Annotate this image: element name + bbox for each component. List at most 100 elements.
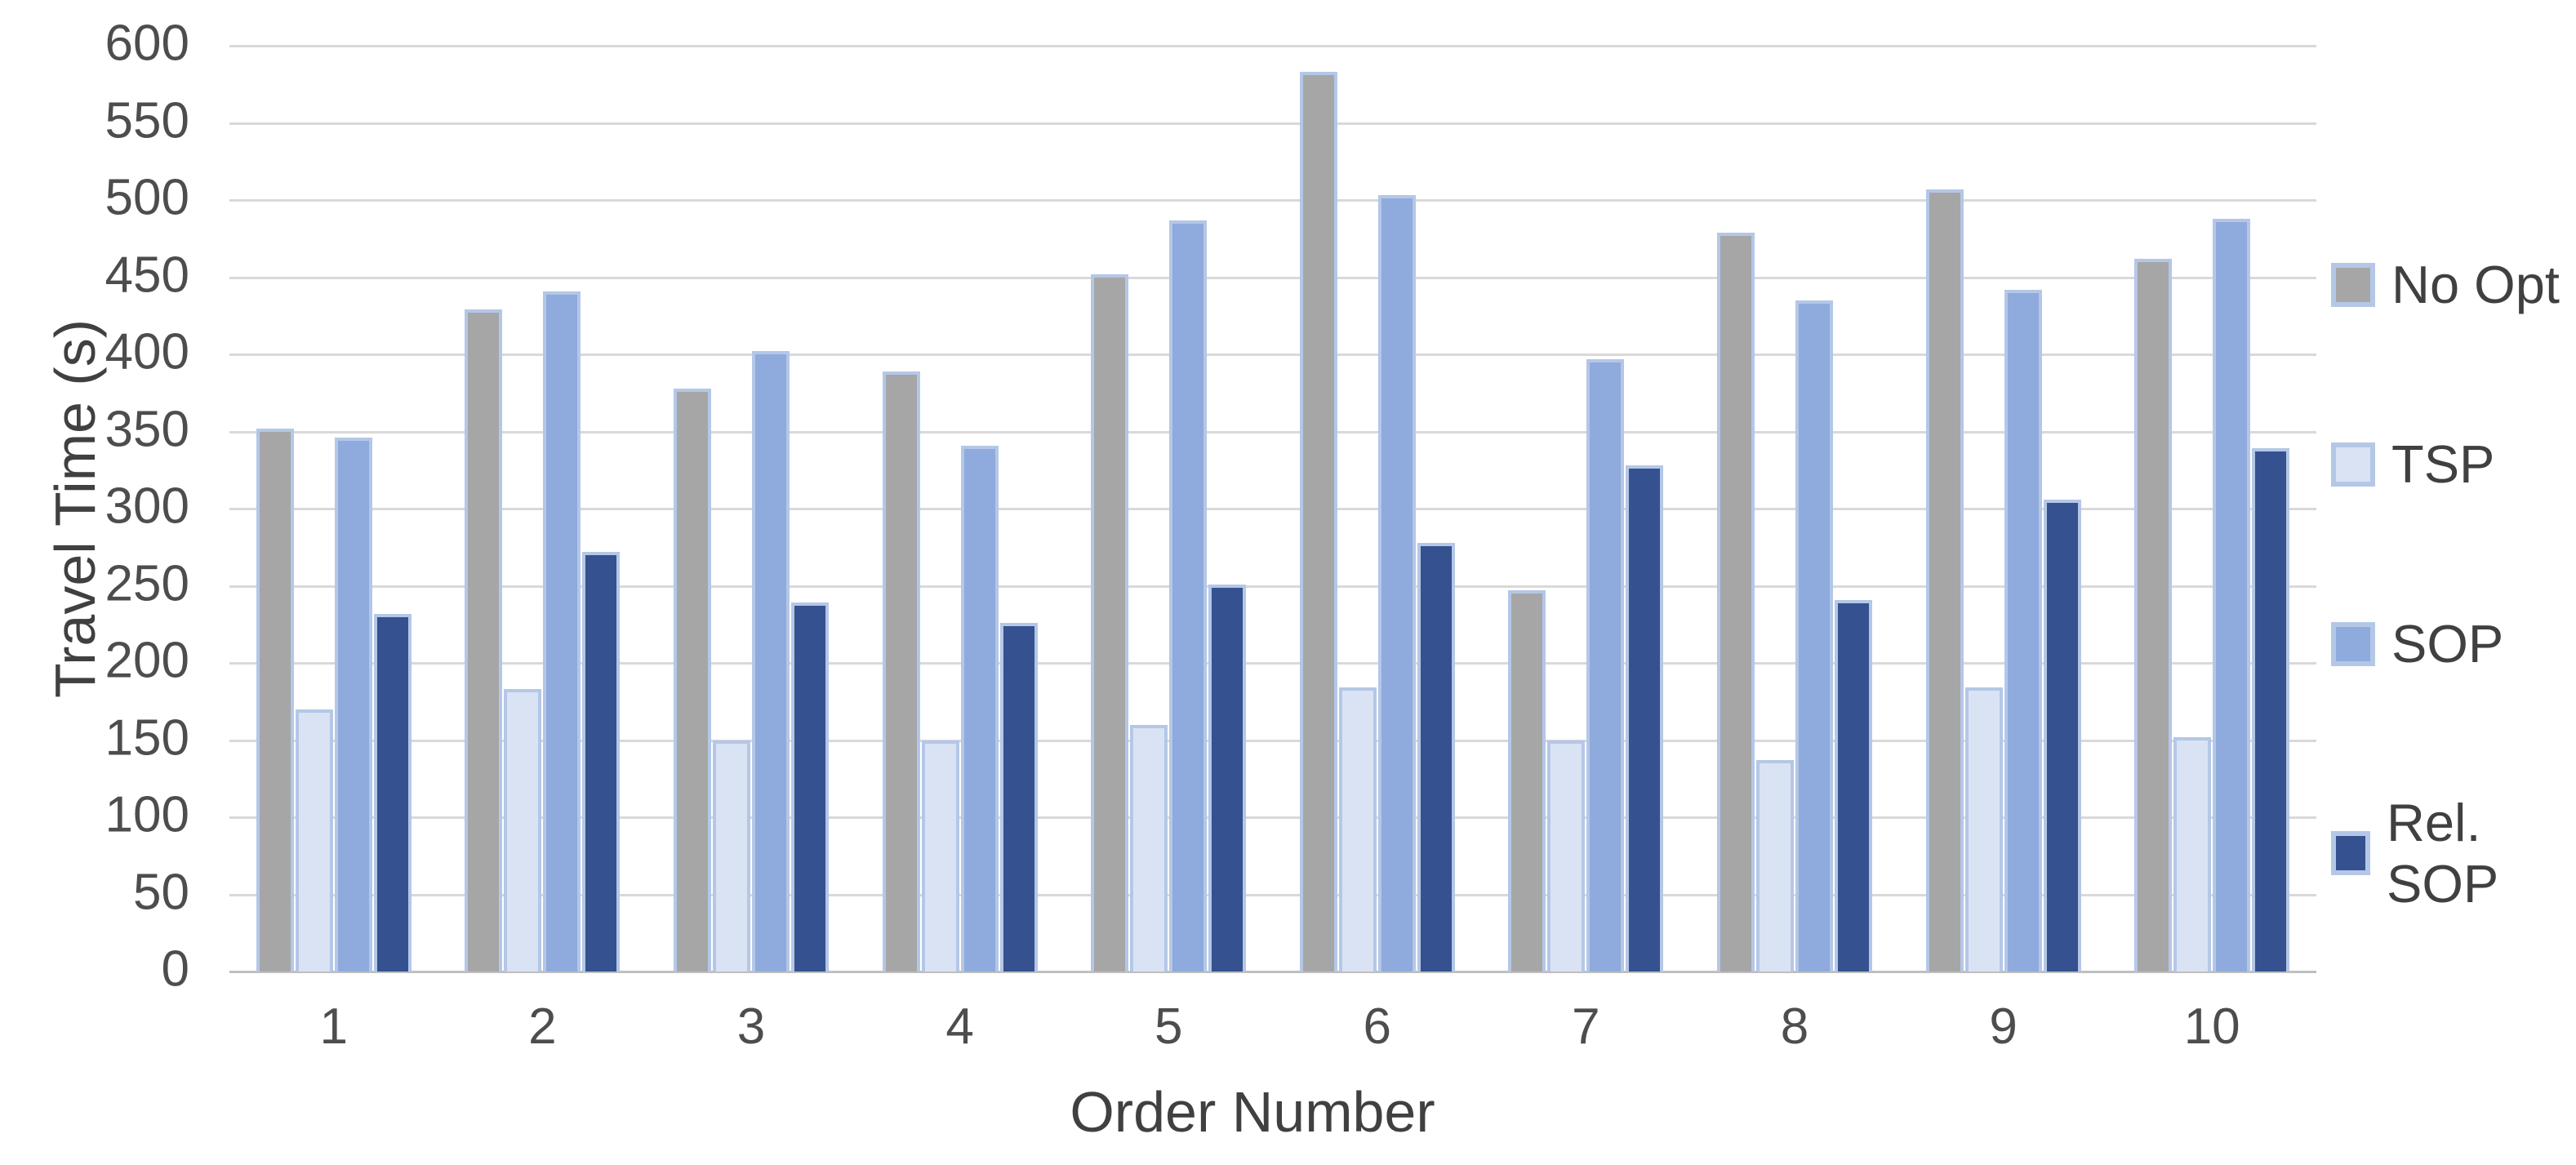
x-tick-label: 5 (1154, 998, 1183, 1055)
x-tick-label: 9 (1989, 998, 2018, 1055)
gridline (229, 430, 2316, 434)
gridline (229, 45, 2316, 47)
legend-label: Rel. SOP (2386, 793, 2499, 914)
bar-sop-order-9 (2004, 289, 2042, 972)
legend-swatch-rel-sop (2331, 831, 2370, 875)
bar-rel-sop-order-9 (2043, 499, 2081, 972)
bar-tsp-order-9 (1964, 687, 2003, 972)
x-tick-label: 4 (945, 998, 974, 1055)
gridline (229, 893, 2316, 896)
bar-no-opt-order-1 (256, 428, 294, 972)
legend-label: SOP (2391, 614, 2504, 674)
gridline (229, 508, 2316, 510)
y-tick-label: 550 (105, 92, 189, 149)
bar-group-8 (1716, 46, 1873, 972)
y-tick-label: 450 (105, 247, 189, 304)
bar-tsp-order-6 (1338, 687, 1377, 972)
bar-group-2 (464, 46, 621, 972)
bar-rel-sop-order-5 (1208, 584, 1247, 972)
bar-no-opt-order-8 (1717, 232, 1755, 972)
bar-tsp-order-8 (1756, 760, 1794, 972)
bar-sop-order-3 (752, 351, 790, 972)
x-tick-label: 1 (319, 998, 349, 1055)
gridline (229, 122, 2316, 125)
bar-no-opt-order-6 (1299, 72, 1337, 972)
legend-swatch-tsp (2331, 442, 2375, 487)
bar-group-10 (2133, 46, 2290, 972)
gridline (229, 662, 2316, 665)
x-tick-label: 3 (736, 998, 766, 1055)
bar-sop-order-1 (334, 438, 372, 972)
bar-tsp-order-3 (713, 740, 750, 972)
y-tick-label: 0 (161, 940, 189, 998)
x-tick-label: 10 (2183, 998, 2240, 1055)
bar-tsp-order-5 (1130, 724, 1168, 972)
bar-group-4 (882, 46, 1039, 972)
gridline (229, 585, 2316, 588)
bar-group-1 (256, 46, 412, 972)
y-tick-label: 600 (105, 15, 189, 72)
x-tick-label: 8 (1780, 998, 1809, 1055)
bar-no-opt-order-9 (1925, 189, 1964, 972)
bar-sop-order-4 (960, 445, 999, 972)
bar-rel-sop-order-1 (373, 613, 412, 972)
legend-item-tsp: TSP (2331, 434, 2494, 495)
legend-swatch-no-opt (2331, 262, 2375, 307)
bar-rel-sop-order-7 (1626, 465, 1664, 972)
gridline (229, 354, 2316, 356)
gridline (229, 199, 2316, 202)
bar-tsp-order-2 (504, 689, 542, 972)
x-axis-line (229, 971, 2316, 973)
bar-rel-sop-order-10 (2252, 448, 2290, 972)
bar-no-opt-order-7 (1508, 590, 1546, 972)
bar-group-6 (1299, 46, 1456, 972)
bar-group-3 (673, 46, 830, 972)
bar-no-opt-order-10 (2134, 258, 2173, 972)
bar-group-7 (1507, 46, 1664, 972)
bar-tsp-order-10 (2173, 736, 2212, 972)
x-tick-label: 2 (528, 998, 557, 1055)
bar-no-opt-order-2 (465, 309, 503, 972)
bar-rel-sop-order-6 (1417, 542, 1455, 972)
legend-item-rel-sop: Rel. SOP (2331, 792, 2576, 914)
y-tick-label: 400 (105, 323, 189, 380)
y-tick-label: 200 (105, 632, 189, 689)
bar-sop-order-6 (1377, 195, 1416, 972)
bar-rel-sop-order-8 (1835, 599, 1872, 972)
x-tick-label: 6 (1363, 998, 1392, 1055)
bar-tsp-order-4 (921, 740, 959, 972)
y-tick-label: 300 (105, 478, 189, 535)
y-tick-label: 350 (105, 401, 189, 458)
bar-sop-order-2 (543, 291, 581, 972)
y-axis-title: Travel Time (s) (43, 318, 107, 699)
bar-tsp-order-7 (1547, 740, 1586, 972)
bar-tsp-order-1 (295, 709, 333, 972)
legend-label: No Opt (2391, 255, 2560, 314)
bar-no-opt-order-3 (674, 388, 711, 972)
bar-sop-order-8 (1795, 300, 1833, 972)
legend-item-no-opt: No Opt (2331, 254, 2560, 315)
bar-rel-sop-order-3 (791, 603, 829, 972)
gridline (229, 276, 2316, 279)
bar-group-9 (1925, 46, 2082, 972)
y-tick-label: 50 (133, 864, 189, 921)
bar-group-5 (1090, 46, 1247, 972)
bar-no-opt-order-4 (882, 371, 920, 972)
y-tick-label: 500 (105, 169, 189, 226)
legend-label: TSP (2391, 434, 2495, 494)
x-axis-title: Order Number (1070, 1080, 1435, 1144)
bar-sop-order-7 (1586, 358, 1625, 972)
y-tick-label: 100 (105, 786, 189, 843)
bar-rel-sop-order-4 (999, 622, 1038, 972)
y-tick-label: 150 (105, 709, 189, 767)
x-tick-label: 7 (1572, 998, 1600, 1055)
bar-rel-sop-order-2 (582, 551, 621, 972)
legend-swatch-sop (2331, 621, 2375, 666)
y-tick-label: 250 (105, 555, 189, 612)
gridline (229, 816, 2316, 819)
gridline (229, 739, 2316, 742)
bar-no-opt-order-5 (1091, 273, 1129, 972)
legend-item-sop: SOP (2331, 613, 2503, 674)
bar-sop-order-5 (1169, 220, 1208, 972)
